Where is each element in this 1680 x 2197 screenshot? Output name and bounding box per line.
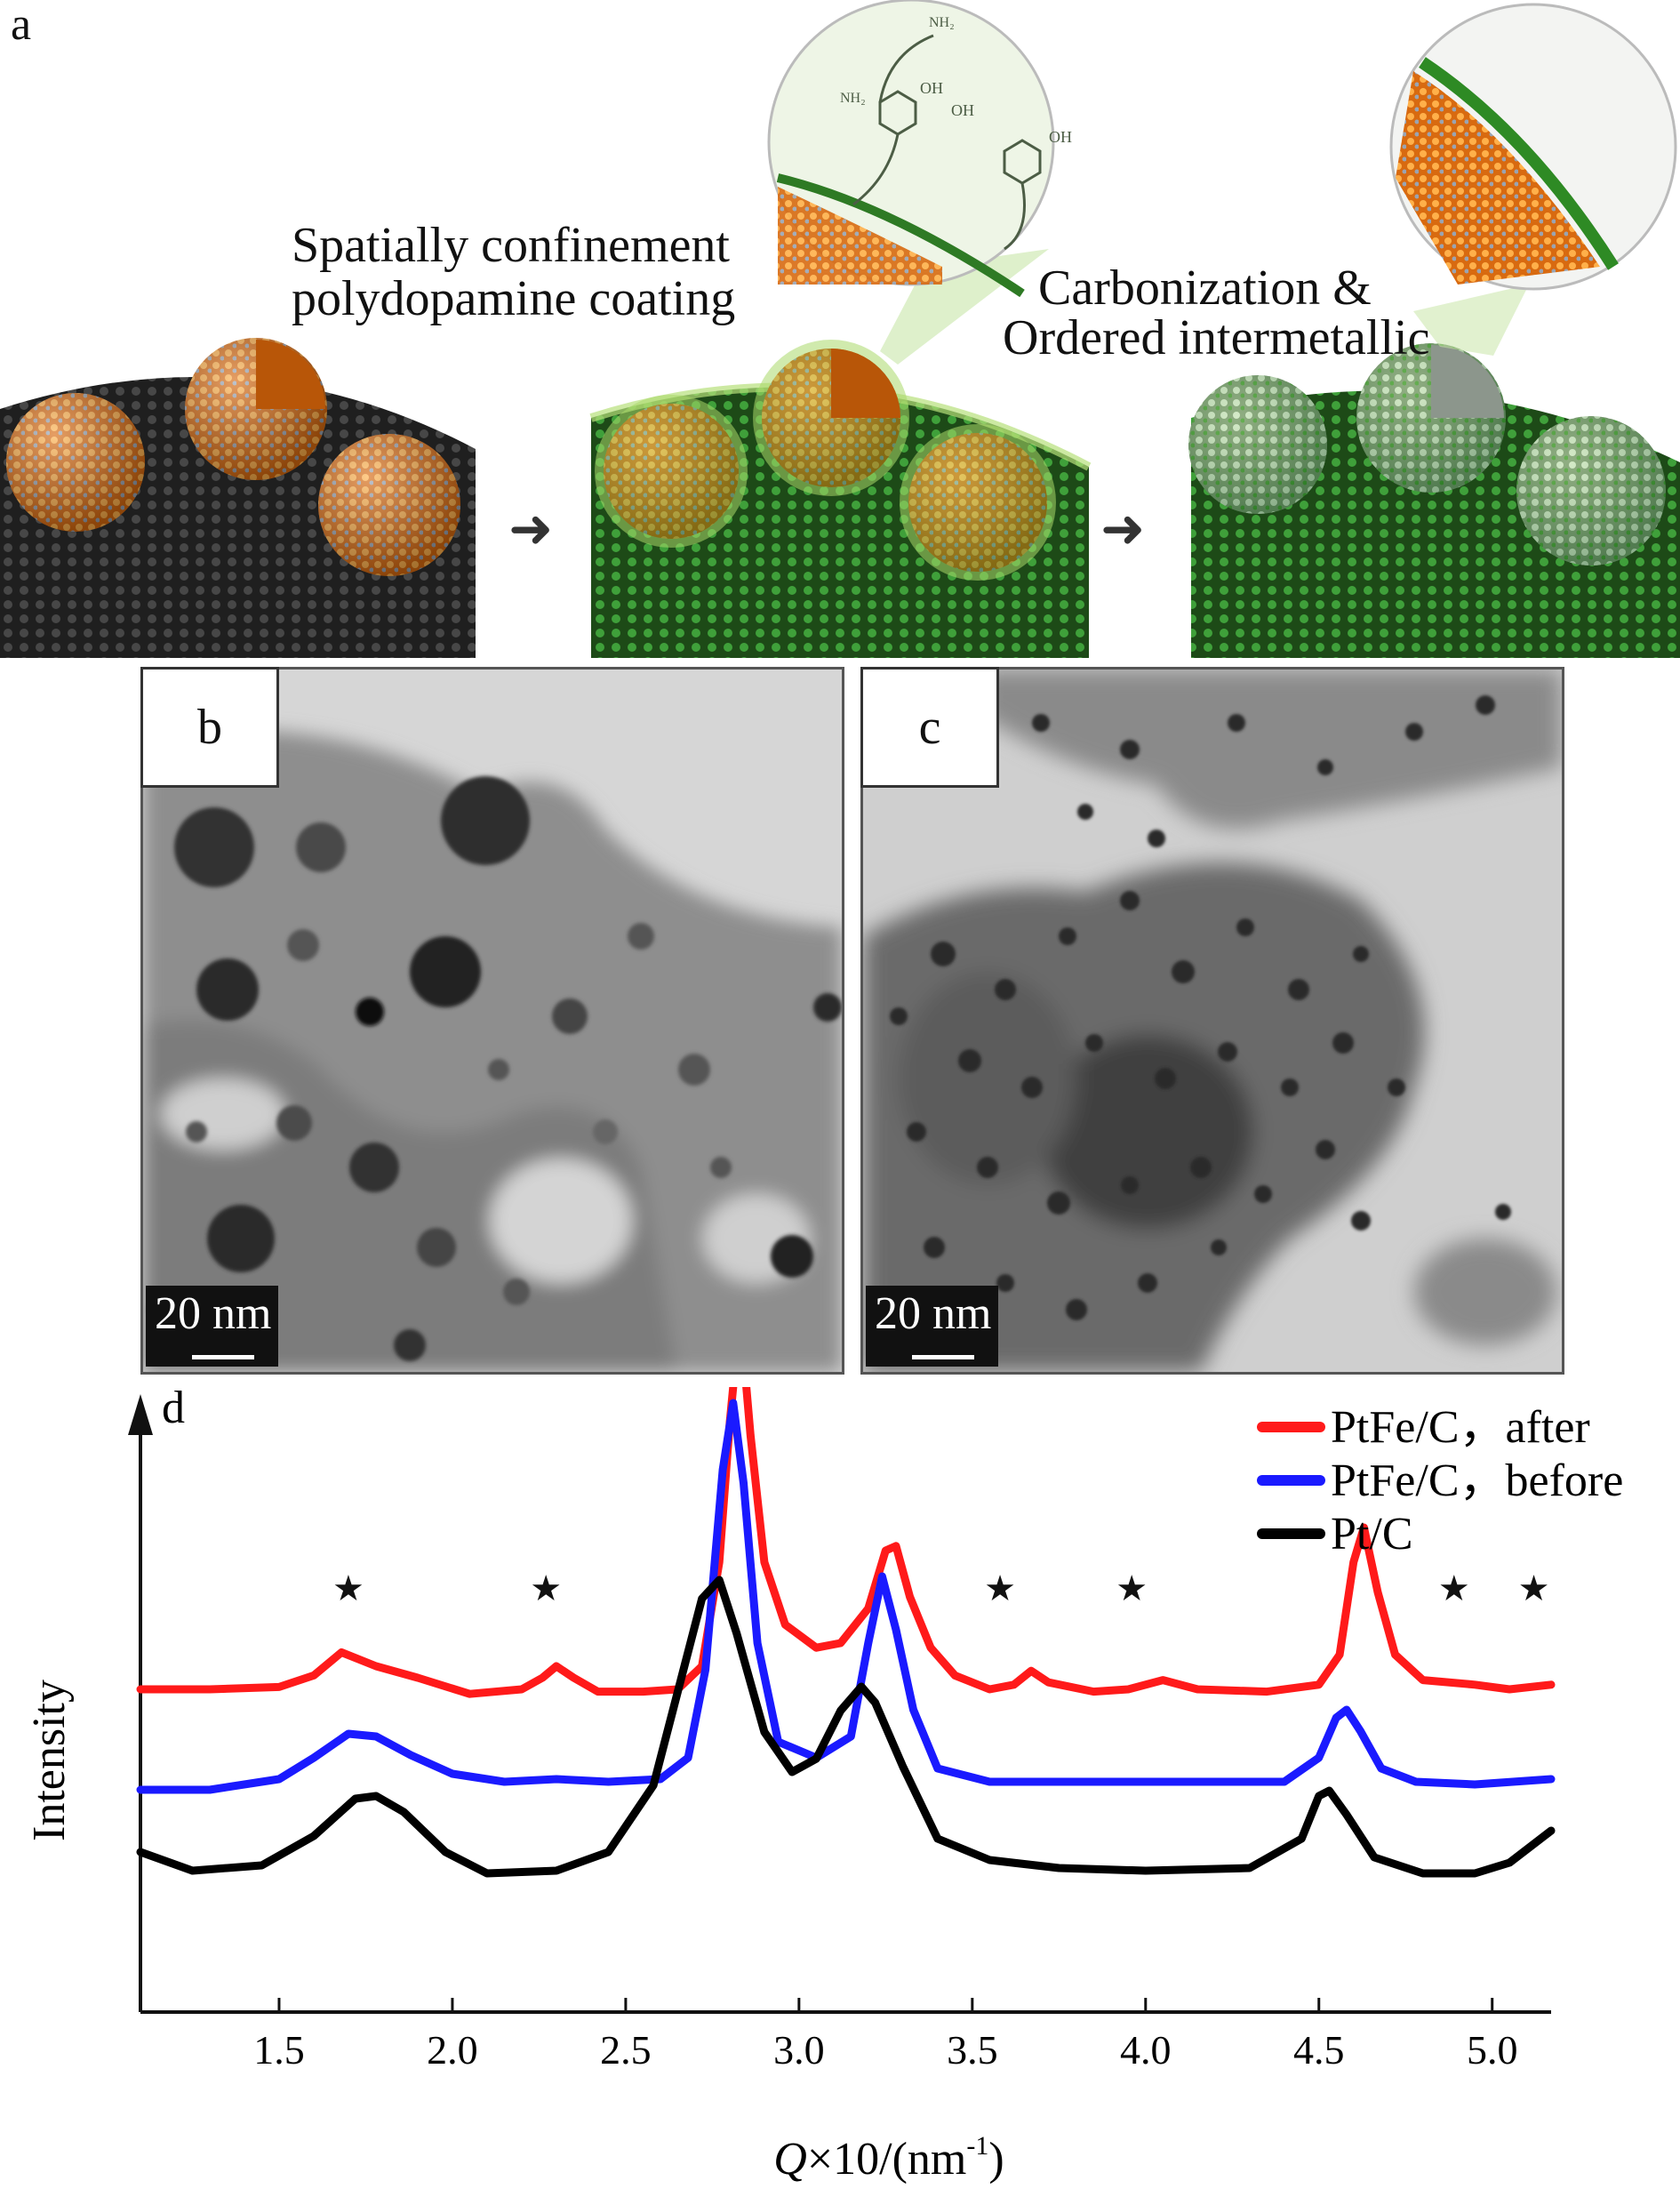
star-marker: ★ bbox=[984, 1568, 1016, 1608]
panel-a-schematic: OH OH NH₂ NH₂ OH bbox=[0, 0, 1680, 658]
star-marker: ★ bbox=[530, 1568, 562, 1608]
panel-d-letter: d bbox=[162, 1387, 185, 1433]
svg-text:OH: OH bbox=[1049, 128, 1072, 146]
panel-b-letter: b bbox=[140, 667, 279, 788]
panel-d-chart: d 1.5 2.0 2.5 3.0 3.5 4.0 4.5 5.0 ★ ★ ★ ★ ★ ★ PtFe/C… bbox=[24, 1387, 1623, 2185]
svg-text:OH: OH bbox=[951, 101, 974, 119]
step2-label-line1: Carbonization & bbox=[1038, 261, 1372, 316]
step1-label-line1: Spatially confinement bbox=[292, 218, 730, 273]
star-marker: ★ bbox=[332, 1568, 364, 1608]
legend-label: PtFe/C，before bbox=[1331, 1455, 1623, 1506]
x-tick-label: 4.5 bbox=[1293, 2027, 1345, 2073]
chart-x-ticks: 1.5 2.0 2.5 3.0 3.5 4.0 4.5 5.0 bbox=[253, 1998, 1517, 2073]
y-axis-label: Intensity bbox=[24, 1680, 75, 1841]
panel-c-scale-label: 20 nm bbox=[875, 1288, 992, 1339]
stage1-particles bbox=[6, 338, 460, 576]
stage3-particles bbox=[1188, 343, 1666, 565]
x-tick-label: 5.0 bbox=[1467, 2027, 1518, 2073]
panel-c-scale-bar: 20 nm bbox=[866, 1286, 999, 1367]
x-tick-label: 3.5 bbox=[947, 2027, 998, 2073]
svg-text:OH: OH bbox=[920, 79, 943, 97]
star-marker: ★ bbox=[1116, 1568, 1148, 1608]
svg-text:NH₂: NH₂ bbox=[840, 91, 866, 106]
panel-b-scale-label: 20 nm bbox=[155, 1288, 272, 1339]
x-tick-label: 4.0 bbox=[1120, 2027, 1172, 2073]
chart-series bbox=[136, 1387, 1556, 1878]
legend-label: PtFe/C，after bbox=[1331, 1402, 1590, 1453]
panel-c-scale-line bbox=[912, 1355, 974, 1359]
stage2-particles bbox=[595, 340, 1056, 581]
series-line bbox=[136, 1576, 1556, 1878]
x-tick-label: 2.0 bbox=[427, 2027, 478, 2073]
step2-arrow-icon: ➜ bbox=[1100, 500, 1146, 558]
panel-c-tem-image bbox=[860, 667, 1564, 1375]
stage2-zoom-callout: OH OH NH₂ NH₂ OH bbox=[767, 0, 1072, 365]
x-axis-label-symbol: Q bbox=[773, 2134, 807, 2185]
legend-label: Pt/C bbox=[1331, 1509, 1413, 1560]
x-axis-label-unit: ×10/(nm bbox=[807, 2134, 967, 2185]
panel-b-scale-bar: 20 nm bbox=[146, 1286, 279, 1367]
chart-star-markers: ★ ★ ★ ★ ★ ★ bbox=[332, 1568, 1549, 1608]
panel-c-letter: c bbox=[860, 667, 999, 788]
panel-a-letter: a bbox=[11, 0, 32, 50]
stage3-zoom-callout bbox=[1389, 3, 1677, 356]
step1-arrow-icon: ➜ bbox=[508, 500, 554, 558]
x-axis-label-close: ) bbox=[988, 2134, 1004, 2185]
x-axis-label-superscript: -1 bbox=[966, 2131, 988, 2161]
step2-label-line2: Ordered intermetallic bbox=[1003, 310, 1430, 365]
x-axis-label: Q×10/(nm-1) bbox=[773, 2131, 1004, 2185]
chart-axes bbox=[128, 1394, 1551, 2014]
star-marker: ★ bbox=[1438, 1568, 1470, 1608]
panel-b-scale-line bbox=[192, 1355, 254, 1359]
x-tick-label: 2.5 bbox=[600, 2027, 652, 2073]
star-marker: ★ bbox=[1518, 1568, 1550, 1608]
x-tick-label: 1.5 bbox=[253, 2027, 305, 2073]
y-axis-arrowhead bbox=[128, 1394, 153, 1435]
series-line bbox=[136, 1399, 1556, 1794]
svg-text:NH₂: NH₂ bbox=[929, 15, 955, 30]
x-tick-label: 3.0 bbox=[773, 2027, 825, 2073]
series-line bbox=[136, 1387, 1556, 1698]
step1-label-line2: polydopamine coating bbox=[292, 271, 736, 326]
